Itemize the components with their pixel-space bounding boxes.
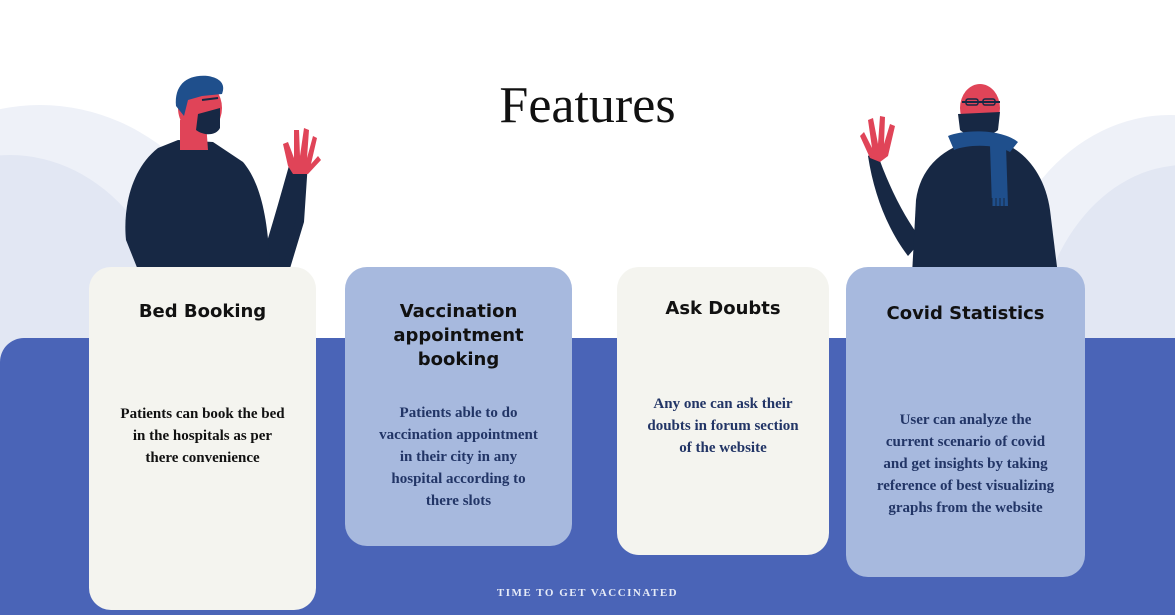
feature-card-covid-statistics[interactable]: Covid Statistics User can analyze the cu… bbox=[846, 267, 1085, 577]
page-title: Features bbox=[499, 77, 676, 134]
feature-card-bed-booking[interactable]: Bed Booking Patients can book the bed in… bbox=[89, 267, 316, 610]
card-title: Bed Booking bbox=[138, 301, 267, 322]
feature-card-ask-doubts[interactable]: Ask Doubts Any one can ask their doubts … bbox=[617, 267, 829, 555]
card-title: Ask Doubts bbox=[665, 298, 781, 319]
card-description: Any one can ask their doubts in forum se… bbox=[647, 396, 799, 456]
card-title: Covid Statistics bbox=[886, 303, 1045, 324]
card-title: Vaccination appointment booking bbox=[393, 301, 524, 370]
footer-tagline: TIME TO GET VACCINATED bbox=[496, 587, 679, 599]
waving-man-icon bbox=[125, 75, 321, 270]
card-description: Patients able to do vaccination appointm… bbox=[379, 405, 538, 509]
feature-card-vaccination-booking[interactable]: Vaccination appointment booking Patients… bbox=[345, 267, 572, 546]
card-description: Patients can book the bed in the hospita… bbox=[120, 406, 285, 466]
card-description: User can analyze the current scenario of… bbox=[876, 412, 1055, 516]
waving-masked-man-icon bbox=[860, 84, 1058, 275]
